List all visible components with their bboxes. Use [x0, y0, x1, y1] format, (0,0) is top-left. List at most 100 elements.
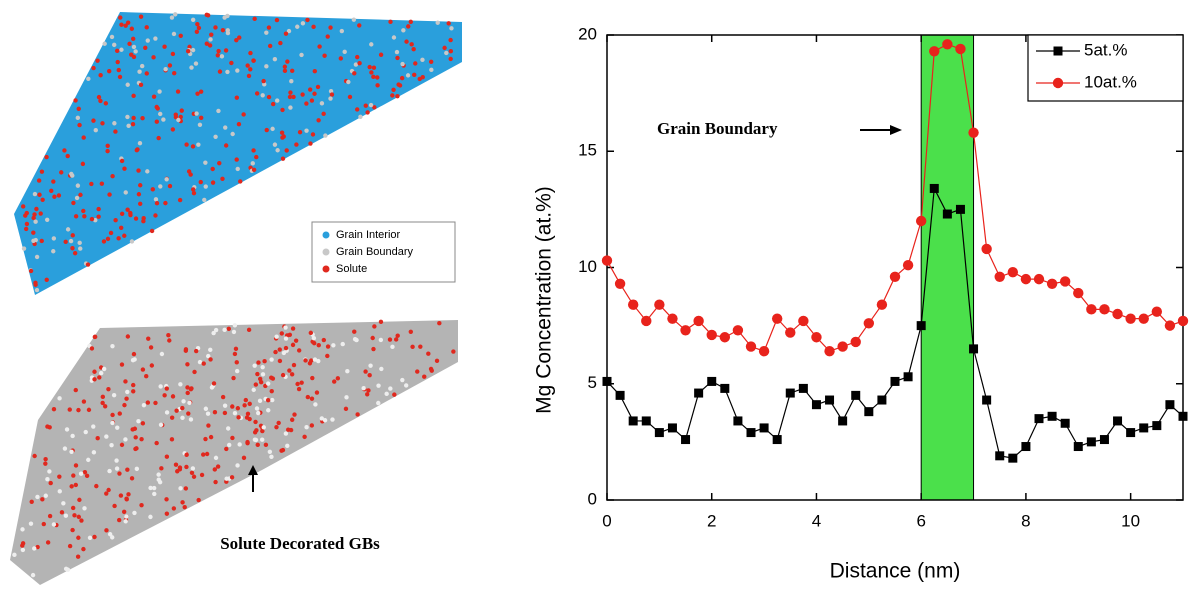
atom [224, 476, 229, 481]
marker [681, 435, 691, 445]
atom [264, 127, 269, 133]
marker [785, 327, 796, 338]
atom [262, 82, 267, 87]
atom [118, 15, 123, 20]
panel-legend-label: Grain Boundary [336, 246, 414, 258]
atom [198, 179, 203, 185]
marker [745, 341, 757, 352]
atom [273, 349, 278, 355]
atom [173, 112, 178, 117]
atom [346, 79, 351, 85]
atom [272, 142, 278, 147]
atom [308, 330, 314, 336]
atom [238, 179, 243, 184]
atom [123, 379, 128, 384]
atom [230, 435, 235, 441]
y-axis-title: Mg Concentration (at.%) [533, 186, 556, 414]
atom [376, 383, 381, 388]
atom [300, 92, 305, 97]
atom [400, 377, 405, 383]
atom [284, 148, 289, 153]
atom [111, 392, 117, 398]
atom [138, 14, 144, 19]
atom [283, 325, 288, 330]
atom [139, 502, 144, 508]
atom [203, 184, 208, 189]
atom [117, 411, 122, 416]
atom [124, 514, 129, 519]
atom [189, 470, 195, 475]
atom [253, 437, 259, 443]
atom [290, 68, 295, 74]
atom [140, 421, 146, 426]
atom [95, 58, 100, 63]
marker [851, 390, 861, 400]
atom [435, 20, 440, 25]
atom [31, 238, 36, 244]
atom [77, 122, 82, 128]
atom [81, 135, 86, 140]
atom [119, 211, 125, 217]
atom [369, 42, 374, 47]
marker [903, 372, 913, 382]
atom [47, 469, 52, 474]
atom [130, 36, 136, 41]
atom [141, 219, 146, 224]
atom [171, 506, 177, 511]
atom [173, 12, 178, 17]
atom [48, 480, 53, 486]
atom [131, 382, 136, 388]
marker [929, 183, 939, 193]
atom [287, 368, 292, 373]
atom [114, 48, 120, 54]
atom [233, 346, 239, 352]
marker [667, 423, 677, 433]
atom [123, 190, 128, 195]
atom [75, 115, 81, 121]
atom [125, 207, 130, 212]
atom [205, 13, 211, 18]
atom [190, 144, 196, 149]
atom [24, 221, 30, 227]
atom [140, 367, 146, 372]
atom [260, 93, 265, 98]
atom [137, 141, 143, 146]
atom [269, 375, 274, 380]
atom [203, 406, 209, 411]
atom [269, 454, 274, 460]
atom [86, 407, 92, 413]
atom [127, 41, 132, 47]
atom [125, 389, 130, 395]
atom [126, 492, 131, 497]
atom [76, 106, 81, 111]
atom [446, 21, 451, 26]
atom [222, 403, 228, 408]
atom [30, 572, 36, 578]
x-tick-label: 10 [1121, 511, 1140, 530]
atom [279, 448, 284, 453]
marker [955, 43, 966, 55]
atom [286, 427, 291, 432]
marker [602, 376, 612, 386]
marker [771, 313, 783, 324]
y-tick-label: 5 [588, 373, 597, 392]
atomistic-panel: Grain Interior Grain Boundary Solute Solute… [10, 12, 462, 585]
atom [302, 434, 307, 440]
atom [187, 44, 192, 50]
atom [148, 485, 153, 491]
atom [283, 345, 289, 351]
atom [231, 375, 236, 381]
atom [96, 94, 102, 100]
atom [194, 29, 200, 34]
atom [32, 212, 37, 217]
atom [157, 111, 163, 117]
atom [371, 65, 377, 70]
atom [91, 65, 96, 71]
atom [198, 115, 204, 120]
atom [40, 497, 45, 502]
atom [384, 391, 389, 397]
atom [357, 23, 362, 28]
atom [101, 239, 107, 244]
atom [107, 192, 112, 197]
x-tick-label: 0 [602, 511, 611, 530]
